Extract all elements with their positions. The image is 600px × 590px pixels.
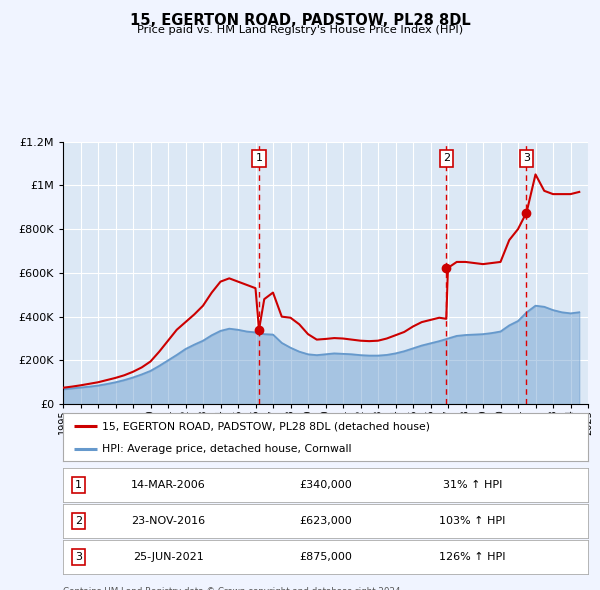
Text: 15, EGERTON ROAD, PADSTOW, PL28 8DL: 15, EGERTON ROAD, PADSTOW, PL28 8DL bbox=[130, 13, 470, 28]
Text: 3: 3 bbox=[523, 153, 530, 163]
Text: 126% ↑ HPI: 126% ↑ HPI bbox=[439, 552, 506, 562]
Text: £340,000: £340,000 bbox=[299, 480, 352, 490]
Text: 1: 1 bbox=[75, 480, 82, 490]
Text: 1: 1 bbox=[256, 153, 263, 163]
Text: 3: 3 bbox=[75, 552, 82, 562]
Text: 25-JUN-2021: 25-JUN-2021 bbox=[133, 552, 203, 562]
Text: 31% ↑ HPI: 31% ↑ HPI bbox=[443, 480, 502, 490]
Text: 103% ↑ HPI: 103% ↑ HPI bbox=[439, 516, 506, 526]
Text: 15, EGERTON ROAD, PADSTOW, PL28 8DL (detached house): 15, EGERTON ROAD, PADSTOW, PL28 8DL (det… bbox=[103, 421, 430, 431]
Text: 2: 2 bbox=[75, 516, 82, 526]
Text: £623,000: £623,000 bbox=[299, 516, 352, 526]
Text: 2: 2 bbox=[443, 153, 450, 163]
Text: 23-NOV-2016: 23-NOV-2016 bbox=[131, 516, 205, 526]
Text: Price paid vs. HM Land Registry's House Price Index (HPI): Price paid vs. HM Land Registry's House … bbox=[137, 25, 463, 35]
Text: £875,000: £875,000 bbox=[299, 552, 352, 562]
Text: 14-MAR-2006: 14-MAR-2006 bbox=[131, 480, 205, 490]
Text: Contains HM Land Registry data © Crown copyright and database right 2024.
This d: Contains HM Land Registry data © Crown c… bbox=[63, 587, 403, 590]
Text: HPI: Average price, detached house, Cornwall: HPI: Average price, detached house, Corn… bbox=[103, 444, 352, 454]
